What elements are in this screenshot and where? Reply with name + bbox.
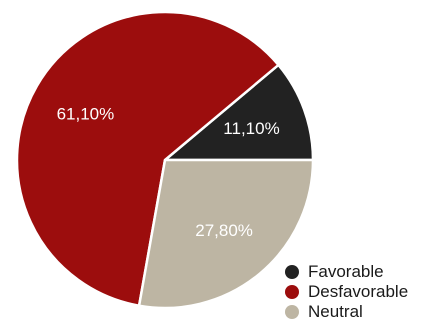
legend-marker (285, 265, 299, 279)
pie-slice-labels: 11,10% 61,10% 27,80% (57, 104, 280, 240)
slice-label-desfavorable: 61,10% (57, 104, 115, 123)
legend-marker (285, 305, 299, 319)
legend-marker (285, 285, 299, 299)
legend-item-neutral: Neutral (285, 302, 408, 322)
legend-label: Desfavorable (308, 282, 409, 301)
chart-legend: Favorable Desfavorable Neutral (285, 262, 408, 322)
pie-slice-neutral (137, 158, 315, 310)
pie-slice-favorable (163, 63, 315, 162)
pie-slice-desfavorable (15, 10, 280, 307)
slice-label-neutral: 27,80% (195, 221, 253, 240)
slice-label-favorable: 11,10% (223, 119, 279, 138)
legend-label: Neutral (308, 302, 363, 321)
pie-slices (15, 10, 315, 310)
legend-item-desfavorable: Desfavorable (285, 282, 408, 302)
legend-item-favorable: Favorable (285, 262, 408, 282)
legend-label: Favorable (308, 262, 384, 281)
